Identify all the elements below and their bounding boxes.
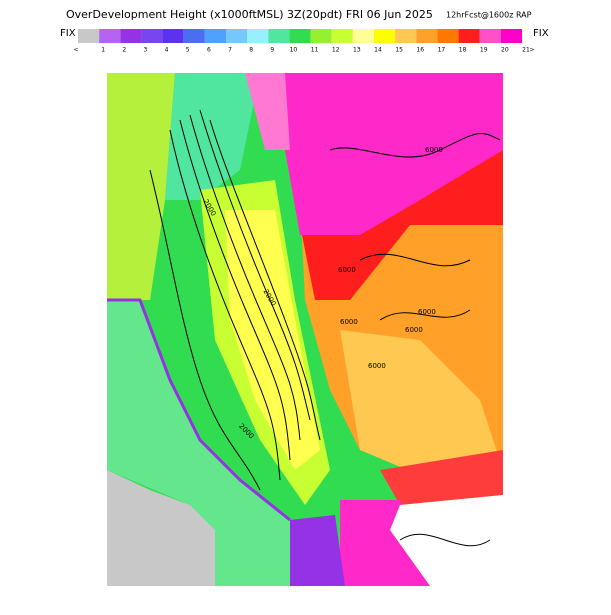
colorbar-box [395,29,417,43]
colorbar-box [120,29,142,43]
colorbar-tick: 11 [311,47,319,54]
contour-label: 6000 [338,266,356,274]
colorbar-tick: < [73,47,78,54]
region [380,450,503,505]
contour-label: 6000 [425,146,443,154]
title: OverDevelopment Height (x1000ftMSL) 3Z(2… [66,8,433,21]
colorbar-tick: > [529,47,534,54]
colorbar-tick: 1 [101,47,105,54]
colorbar-box [204,29,226,43]
colorbar-tick: 7 [228,47,232,54]
colorbar-box [374,29,396,43]
contour-label: 6000 [405,326,423,334]
colorbar-box [479,29,501,43]
region [245,73,290,150]
coast [107,298,291,522]
map: 6000 6000 6000 6000 6000 6000 2000 2000 … [107,73,503,586]
colorbar-tick: 20 [501,47,509,54]
colorbar-tick: 3 [144,47,148,54]
contour-label: 6000 [418,308,436,316]
colorbar-tick: 13 [353,47,361,54]
colorbar-tick: 14 [374,47,382,54]
region [290,515,345,586]
colorbar-box [99,29,121,43]
contours [149,109,501,547]
region [165,73,260,200]
colorbar-box [78,29,100,43]
colorbar-box [289,29,311,43]
colorbar-box [247,29,269,43]
colorbar-tick: 5 [186,47,190,54]
region [107,300,300,586]
colorbar-tick: 9 [270,47,274,54]
colorbar-tick: 17 [438,47,446,54]
colorbar-box [226,29,248,43]
ocean [107,470,215,586]
colorbar-box [416,29,438,43]
colorbar-box [183,29,205,43]
fix-left: FIX [60,28,76,39]
colorbar-tick: 19 [480,47,488,54]
colorbar-box [162,29,184,43]
colorbar-tick: 4 [165,47,169,54]
region [107,73,175,300]
colorbar-box [331,29,353,43]
subtitle: 12hrFcst@1600z RAP [446,11,532,20]
colorbar-tick: 6 [207,47,211,54]
contour-label: 6000 [368,362,386,370]
colorbar-tick: 8 [249,47,253,54]
fix-right: FIX [533,28,549,39]
colorbar-box [458,29,480,43]
colorbar-box [141,29,163,43]
colorbar-box [352,29,374,43]
colorbar-box [437,29,459,43]
colorbar-tick: 18 [459,47,467,54]
colorbar-tick: 12 [332,47,340,54]
colorbar-tick: 21 [522,47,530,54]
colorbar-box [268,29,290,43]
colorbar-tick: 15 [395,47,403,54]
colorbar-tick: 2 [122,47,126,54]
colorbar: <1 2 3 4 5 6 7 8 9 10 11 12 13 14 15 16 17 18 19 20 21 > [73,29,535,54]
colorbar-tick: 16 [416,47,424,54]
region [340,330,503,475]
region [280,73,503,235]
contour-label: 6000 [340,318,358,326]
colorbar-tick: 10 [290,47,298,54]
colorbar-box [500,29,522,43]
colorbar-box [310,29,332,43]
